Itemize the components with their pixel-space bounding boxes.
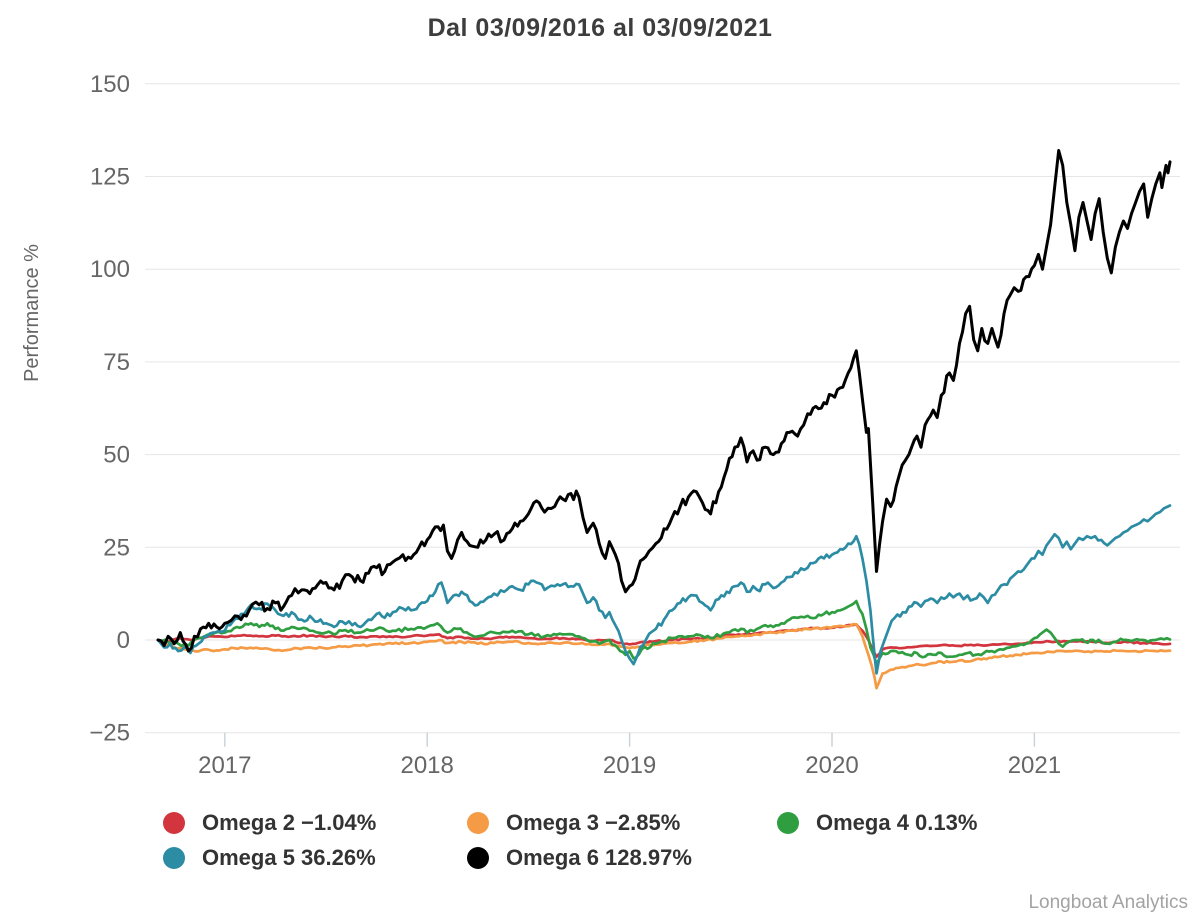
- legend-marker-icon: [467, 812, 489, 834]
- y-axis-tick-label: 150: [90, 71, 130, 98]
- legend-item-omega-4[interactable]: Omega 4 0.13%: [777, 810, 977, 836]
- series-line-omega-4[interactable]: [156, 599, 1172, 666]
- y-axis-tick-label: 75: [103, 349, 130, 376]
- x-axis-tick-label: 2018: [400, 752, 453, 779]
- legend-marker-icon: [163, 812, 185, 834]
- legend-label: Omega 6 128.97%: [506, 845, 692, 870]
- x-axis-tick-label: 2019: [603, 752, 656, 779]
- x-axis-tick-label: 2017: [198, 752, 251, 779]
- y-axis-tick-label: −25: [89, 720, 130, 747]
- legend-label: Omega 3 −2.85%: [506, 810, 681, 835]
- legend-label: Omega 2 −1.04%: [202, 810, 377, 835]
- legend-marker-icon: [163, 847, 185, 869]
- chart-title: Dal 03/09/2016 al 03/09/2021: [427, 14, 773, 42]
- series-line-omega-3[interactable]: [156, 622, 1172, 690]
- y-axis-tick-label: 25: [103, 534, 130, 561]
- legend-item-omega-5[interactable]: Omega 5 36.26%: [163, 845, 376, 871]
- legend-label: Omega 4 0.13%: [816, 810, 978, 835]
- legend-label: Omega 5 36.26%: [202, 845, 376, 870]
- legend-item-omega-2[interactable]: Omega 2 −1.04%: [163, 810, 376, 836]
- legend-item-omega-3[interactable]: Omega 3 −2.85%: [467, 810, 680, 836]
- series-line-omega-5[interactable]: [156, 504, 1172, 675]
- legend-item-omega-6[interactable]: Omega 6 128.97%: [467, 845, 692, 871]
- y-axis-tick-label: 0: [117, 627, 130, 654]
- watermark-credits: Longboat Analytics: [1028, 892, 1188, 913]
- series-line-omega-6[interactable]: [156, 149, 1172, 653]
- legend-marker-icon: [467, 847, 489, 869]
- y-axis-tick-label: 50: [103, 442, 130, 469]
- y-axis-tick-label: 100: [90, 256, 130, 283]
- y-axis-tick-label: 125: [90, 164, 130, 191]
- x-axis-tick-label: 2021: [1008, 752, 1061, 779]
- x-axis-tick-label: 2020: [805, 752, 858, 779]
- y-axis-title: Performance %: [21, 244, 43, 382]
- legend-marker-icon: [777, 812, 799, 834]
